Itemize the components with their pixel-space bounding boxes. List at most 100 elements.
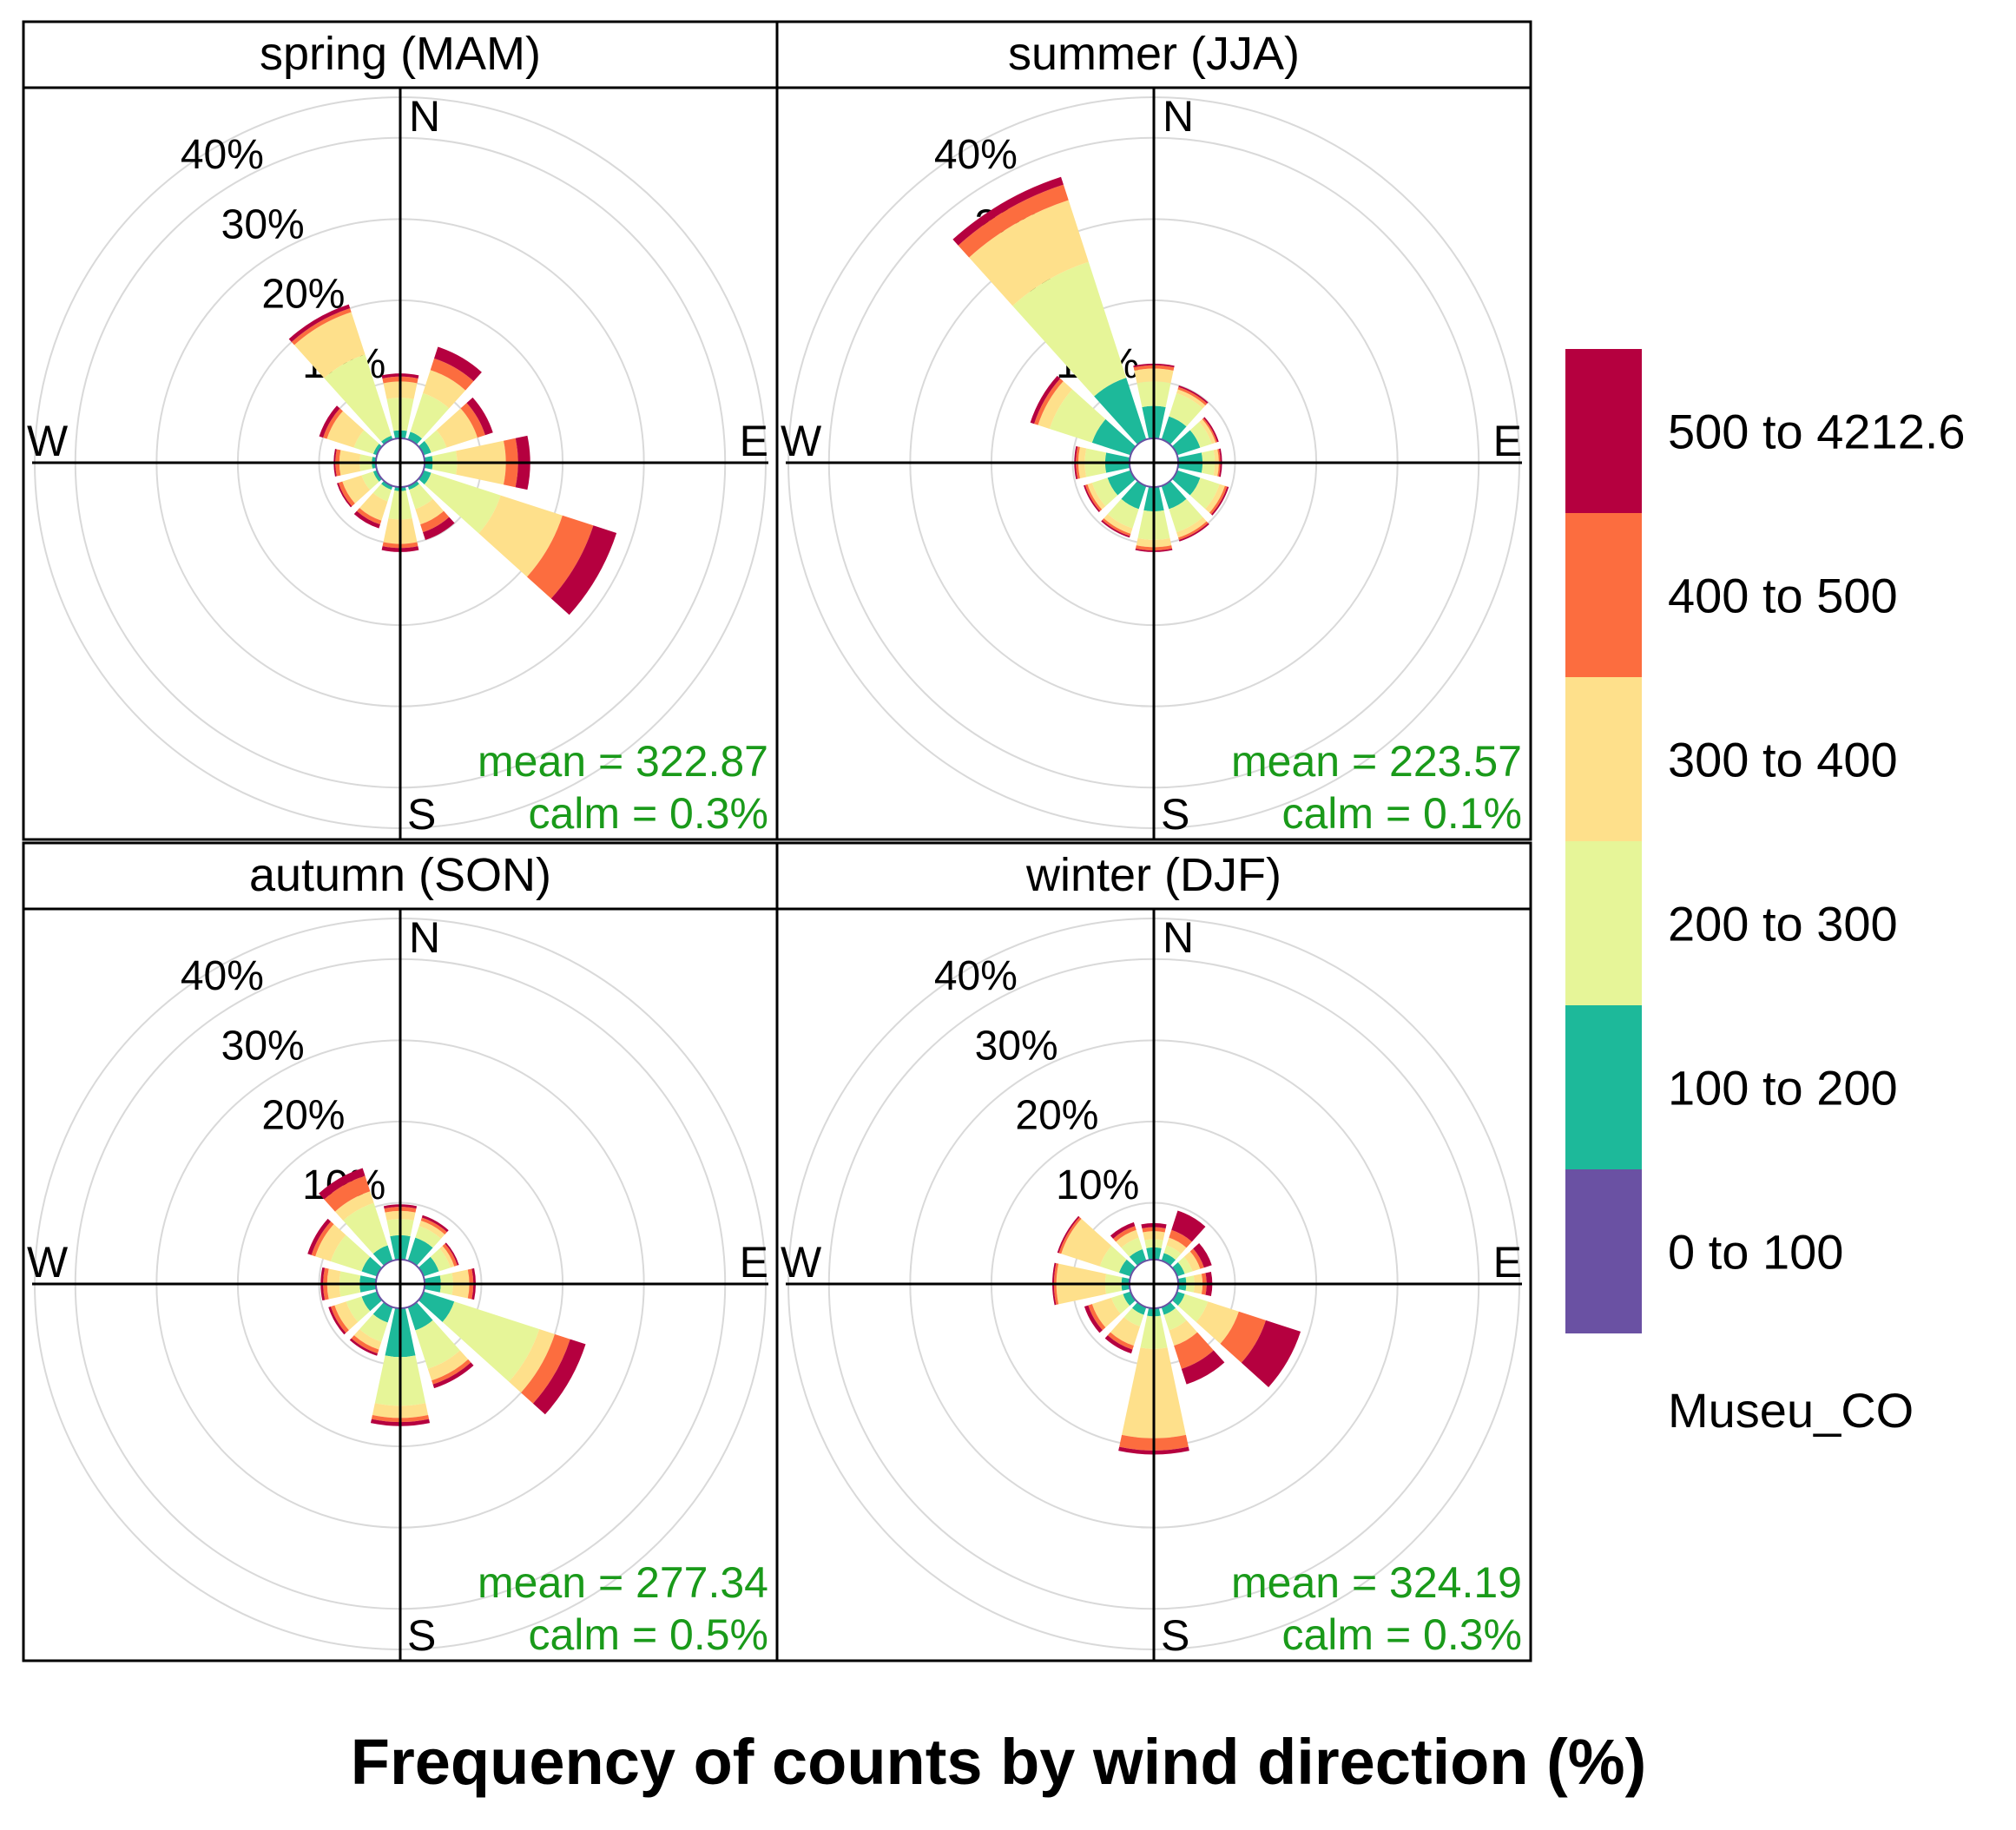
wedge-dir60-bin5 [1203, 417, 1219, 443]
compass-s: S [407, 1611, 436, 1660]
legend-swatch-3 [1565, 677, 1642, 841]
wedge-dir30-bin5 [434, 346, 482, 382]
wedge-dir330-bin4 [958, 184, 1069, 258]
wedge-dir150-bin4 [420, 510, 450, 533]
legend-label-0: 0 to 100 [1668, 1225, 1843, 1280]
mean-label: mean = 324.19 [1231, 1558, 1522, 1607]
wedge-dir120-bin5 [532, 1339, 586, 1415]
legend-label-5: 500 to 4212.6 [1668, 405, 1966, 459]
wedge-dir300-bin5 [1057, 1215, 1080, 1254]
wedge-dir330-bin1 [381, 435, 393, 445]
radial-label: 40% [934, 132, 1018, 178]
wedge-dir330-bin4 [1113, 1226, 1136, 1242]
compass-n: N [1163, 92, 1194, 141]
wedge-dir210-bin4 [1107, 1332, 1134, 1350]
mean-label: mean = 322.87 [478, 737, 768, 786]
wedge-dir330-bin2 [324, 354, 392, 442]
panel-strip [775, 841, 1532, 911]
legend-swatch-2 [1565, 841, 1642, 1005]
wedge-dir30-bin4 [420, 1217, 447, 1234]
wedge-dir300-bin4 [323, 408, 343, 439]
legend-swatch-1 [1565, 1005, 1642, 1169]
wedge-dir30-bin3 [423, 370, 466, 409]
compass-e: E [1493, 417, 1522, 465]
wedge-dir60-bin3 [1183, 1251, 1201, 1272]
compass-s: S [1161, 1611, 1189, 1660]
wedge-dir30-bin4 [430, 358, 474, 391]
compass-e: E [740, 1238, 768, 1287]
radial-label: 30% [221, 1023, 305, 1069]
wedge-dir330-bin2 [1121, 1237, 1143, 1257]
wedge-dir240-bin5 [337, 483, 352, 508]
wedge-dir30-bin4 [1169, 1229, 1192, 1248]
compass-w: W [781, 417, 822, 465]
wedge-dir330-bin4 [324, 1175, 371, 1212]
wedge-dir300-bin4 [311, 1221, 334, 1257]
wedge-dir30-bin2 [1163, 1245, 1182, 1261]
wedge-dir240-bin3 [1087, 483, 1106, 510]
wedge-dir30-bin1 [407, 431, 423, 445]
wedge-dir240-bin2 [1091, 477, 1118, 507]
calm-label: calm = 0.1% [1281, 789, 1522, 838]
wedge-dir60-bin2 [1177, 1256, 1193, 1274]
wedge-dir240-bin5 [328, 1307, 346, 1335]
wedge-dir60-bin4 [1202, 418, 1217, 443]
legend-swatch-4 [1565, 513, 1642, 677]
wedge-dir30-bin3 [1166, 1237, 1187, 1254]
legend-title: Museu_CO [1668, 1383, 1914, 1438]
wedge-dir270-bin5 [1074, 445, 1078, 480]
wedge-dir120-bin1 [1171, 470, 1201, 496]
panel-strip [22, 841, 779, 911]
wedge-dir60-bin4 [1189, 1248, 1204, 1269]
panel-title: autumn (SON) [249, 849, 551, 901]
wedge-dir30-bin5 [1171, 1210, 1206, 1242]
wedge-dir150-bin3 [415, 498, 445, 525]
compass-n: N [1163, 913, 1194, 962]
wedge-dir30-bin3 [418, 1221, 445, 1239]
wedge-dir210-bin2 [1107, 498, 1139, 529]
wedge-dir30-bin2 [415, 1226, 441, 1248]
wedge-dir240-bin4 [338, 481, 355, 507]
wedge-dir150-bin3 [427, 1350, 469, 1381]
panel-border [775, 86, 1532, 841]
wedge-dir300-bin3 [326, 411, 365, 448]
wedge-dir330-bin4 [291, 308, 352, 346]
compass-n: N [409, 913, 440, 962]
wedge-dir30-bin5 [421, 1215, 449, 1233]
panel-strip [22, 20, 779, 89]
wedge-dir240-bin2 [361, 471, 379, 490]
wedge-dir330-bin1 [372, 1245, 393, 1267]
wedge-dir210-bin4 [356, 508, 382, 525]
radial-label: 30% [221, 201, 305, 247]
wedge-dir300-bin5 [307, 1218, 332, 1255]
wedge-dir240-bin4 [1084, 484, 1103, 511]
legend-swatch-5 [1565, 349, 1642, 513]
wedge-dir330-bin1 [1094, 378, 1147, 445]
wedge-dir240-bin3 [1091, 1297, 1121, 1328]
calm-label: calm = 0.5% [528, 1610, 768, 1659]
wedge-dir120-bin3 [509, 1329, 555, 1393]
wedge-dir210-bin2 [359, 1313, 388, 1342]
compass-n: N [409, 92, 440, 141]
compass-w: W [781, 1238, 822, 1287]
wedge-dir150-bin4 [432, 1359, 471, 1385]
panel-border [775, 907, 1532, 1662]
compass-s: S [407, 790, 436, 839]
wedge-dir120-bin1 [418, 1291, 455, 1322]
wedge-dir150-bin1 [1161, 480, 1187, 510]
wedge-dir330-bin5 [1110, 1221, 1136, 1239]
wedge-dir150-bin5 [1178, 523, 1209, 542]
wedge-dir60-bin3 [439, 1246, 455, 1268]
legend-label-1: 100 to 200 [1668, 1061, 1898, 1116]
wedge-dir270-bin5 [1052, 1262, 1057, 1306]
wedge-dir210-bin4 [351, 1335, 379, 1354]
legend-swatch-0 [1565, 1169, 1642, 1333]
wedge-dir240-bin2 [1111, 1294, 1130, 1314]
wedge-dir300-bin1 [1091, 418, 1136, 456]
compass-e: E [1493, 1238, 1522, 1287]
wedge-dir120-bin3 [478, 495, 563, 577]
wedge-dir120-bin4 [1220, 1311, 1267, 1363]
chart-title: Frequency of counts by wind direction (%… [351, 1726, 1646, 1798]
legend-label-2: 200 to 300 [1668, 897, 1898, 951]
wedge-dir240-bin1 [1123, 1291, 1136, 1307]
